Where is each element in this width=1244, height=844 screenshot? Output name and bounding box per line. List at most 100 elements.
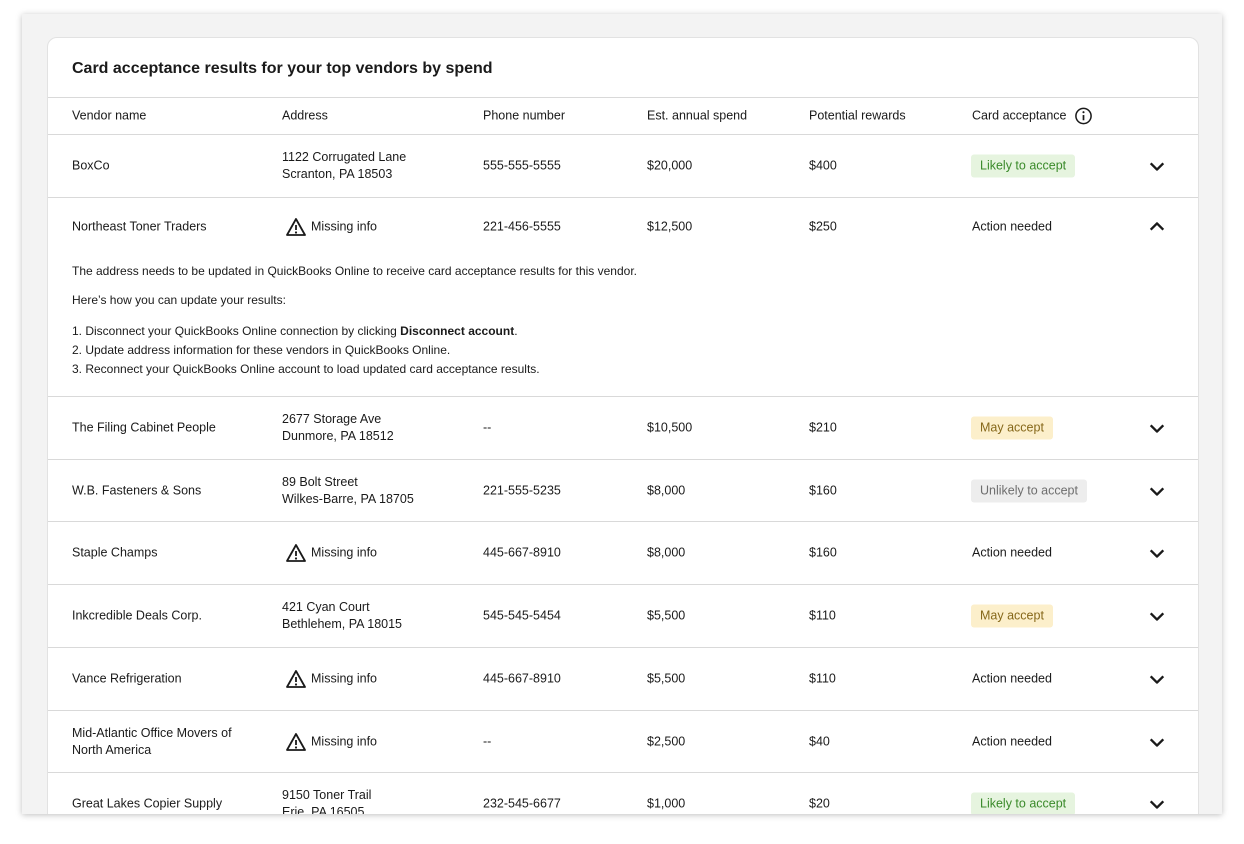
phone-number: 232-545-6677 <box>483 796 561 811</box>
table-row: Mid-Atlantic Office Movers of North Amer… <box>48 709 1198 774</box>
column-header: Card acceptance <box>972 108 1067 123</box>
detail-text: The address needs to be updated in Quick… <box>72 263 637 278</box>
table-row: Northeast Toner Traders Missing info 221-4… <box>48 196 1198 397</box>
detail-text: Here’s how you can update your results: <box>72 292 286 307</box>
card-acceptance: Action needed <box>972 545 1052 560</box>
card-acceptance: Action needed <box>972 219 1052 234</box>
column-header: Est. annual spend <box>647 108 748 123</box>
potential-rewards: $210 <box>809 420 837 435</box>
column-header: Vendor name <box>72 108 147 123</box>
phone-number: 445-667-8910 <box>483 671 561 686</box>
missing-info: Missing info <box>311 545 377 560</box>
annual-spend: $12,500 <box>647 219 693 234</box>
vendor-name: The Filing Cabinet People <box>72 420 216 435</box>
missing-info: Missing info <box>311 734 377 748</box>
potential-rewards: $250 <box>809 219 837 234</box>
table-row: The Filing Cabinet People 2677 Storage Av… <box>48 395 1198 460</box>
phone-number: 555-555-5555 <box>483 158 561 173</box>
expand-chevron[interactable] <box>1148 544 1166 562</box>
annual-spend: $8,000 <box>647 545 686 560</box>
potential-rewards: $110 <box>809 671 836 686</box>
warning-icon <box>286 732 306 751</box>
table-row: Staple Champs Missing info 445-667-8910 $8,… <box>48 521 1198 585</box>
address-line: Scranton, PA 18503 <box>282 167 393 181</box>
vendor-name: Mid-Atlantic Office Movers of North Amer… <box>72 725 232 757</box>
step-text: 3. Reconnect your QuickBooks Online acco… <box>72 361 540 376</box>
column-header: Phone number <box>483 108 566 123</box>
expand-chevron[interactable] <box>1148 607 1166 625</box>
address-line: Erie, PA 16505 <box>282 805 365 814</box>
phone-number: 221-456-5555 <box>483 219 561 234</box>
address-line: 89 Bolt Street <box>282 474 358 489</box>
address-line: Wilkes-Barre, PA 18705 <box>282 491 414 506</box>
phone-number: 221-555-5235 <box>483 483 561 497</box>
step-text: 2. Update address information for these … <box>72 342 451 357</box>
table-row: W.B. Fasteners & Sons 89 Bolt Street Wilke… <box>48 458 1198 523</box>
address: 9150 Toner Trail Erie, PA 16505 <box>282 787 371 814</box>
phone-number: -- <box>483 734 492 748</box>
annual-spend: $5,500 <box>647 671 686 686</box>
vendor-name: Northeast Toner Traders <box>72 219 207 234</box>
warning-icon <box>286 217 306 236</box>
vendor-name: Vance Refrigeration <box>72 671 182 686</box>
card-title: Card acceptance results for your top ven… <box>72 60 493 77</box>
address: 421 Cyan Court Bethlehem, PA 18015 <box>282 599 402 633</box>
warning-icon <box>286 669 306 688</box>
detail-step: 3. Reconnect your QuickBooks Online acco… <box>72 362 540 376</box>
expand-chevron[interactable] <box>1148 670 1166 688</box>
potential-rewards: $110 <box>809 608 836 623</box>
card: Card acceptance results for your top ven… <box>47 37 1199 814</box>
vendor-name: BoxCo <box>72 158 110 173</box>
table-row: Inkcredible Deals Corp. 421 Cyan Court Bet… <box>48 584 1198 648</box>
expand-chevron[interactable] <box>1148 218 1166 236</box>
missing-info: Missing info <box>311 671 377 686</box>
phone-number: 545-545-5454 <box>483 608 561 623</box>
address-line: 421 Cyan Court <box>282 600 370 614</box>
step-text: . <box>514 323 518 338</box>
potential-rewards: $40 <box>809 734 830 748</box>
annual-spend: $10,500 <box>647 420 693 435</box>
bold-text: Disconnect account <box>400 323 515 338</box>
column-header: Potential rewards <box>809 108 906 123</box>
expand-chevron[interactable] <box>1148 157 1166 175</box>
phone-number: -- <box>483 420 492 435</box>
card-acceptance: May accept <box>971 604 1053 628</box>
step-text: 1. Disconnect your QuickBooks Online con… <box>72 323 401 338</box>
detail-step: 2. Update address information for these … <box>72 343 450 357</box>
vendor-name: Inkcredible Deals Corp. <box>72 608 202 623</box>
missing-info: Missing info <box>311 219 377 234</box>
address-line: Dunmore, PA 18512 <box>282 428 394 443</box>
annual-spend: $2,500 <box>647 734 686 748</box>
address-line: 9150 Toner Trail <box>282 788 372 803</box>
info-icon <box>1075 107 1092 125</box>
annual-spend: $5,500 <box>647 608 686 623</box>
annual-spend: $1,000 <box>647 796 686 811</box>
card-acceptance: Unlikely to accept <box>971 479 1087 502</box>
vendor-name: Great Lakes Copier Supply <box>72 796 223 811</box>
address-line: 1122 Corrugated Lane <box>282 150 407 164</box>
annual-spend: $20,000 <box>647 158 693 173</box>
address: 1122 Corrugated Lane Scranton, PA 18503 <box>282 149 406 183</box>
table-row: Great Lakes Copier Supply 9150 Toner Trai… <box>48 772 1198 814</box>
warning-icon <box>286 544 306 563</box>
address-line: 2677 Storage Ave <box>282 411 382 426</box>
column-header: Address <box>282 108 328 123</box>
potential-rewards: $160 <box>809 545 837 560</box>
expand-chevron[interactable] <box>1148 733 1166 751</box>
vendor-name: Staple Champs <box>72 545 158 560</box>
table-row: BoxCo 1122 Corrugated Lane Scranton, PA 18… <box>48 134 1198 198</box>
potential-rewards: $400 <box>809 158 837 173</box>
vendor-name: W.B. Fasteners & Sons <box>72 483 202 497</box>
expand-chevron[interactable] <box>1148 482 1166 500</box>
header-row: Vendor name Address Phone number Est. annua… <box>48 97 1198 135</box>
detail-step: 1. Disconnect your QuickBooks Online con… <box>72 324 518 338</box>
card-acceptance: May accept <box>971 416 1053 440</box>
address: 89 Bolt Street Wilkes-Barre, PA 18705 <box>282 474 414 508</box>
expand-chevron[interactable] <box>1148 419 1166 437</box>
potential-rewards: $20 <box>809 796 830 811</box>
address-line: Bethlehem, PA 18015 <box>282 617 402 631</box>
expand-chevron[interactable] <box>1148 795 1166 813</box>
card-acceptance: Action needed <box>972 671 1052 686</box>
annual-spend: $8,000 <box>647 483 686 497</box>
